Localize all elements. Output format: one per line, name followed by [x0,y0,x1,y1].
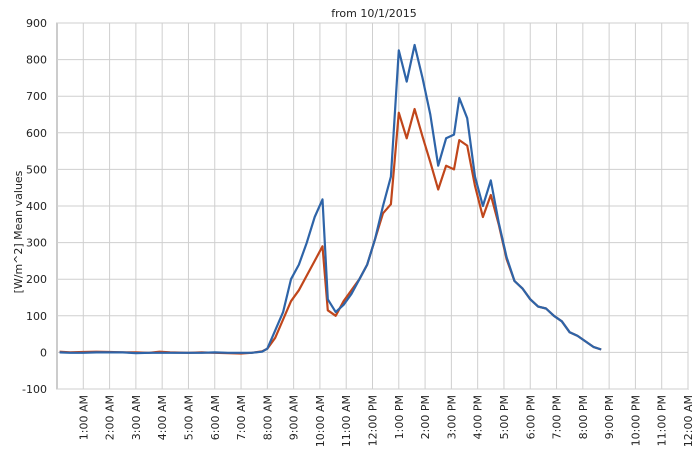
x-tick-label: 8:00 AM [261,395,274,440]
x-tick-label: 8:00 PM [577,395,590,439]
x-tick-label: 2:00 AM [104,395,117,440]
series-line-2 [59,43,602,355]
x-tick-label: 3:00 PM [445,395,458,439]
x-tick-label: 7:00 AM [235,395,248,440]
y-tick-label: 0 [40,346,47,359]
x-tick-label: 6:00 AM [209,395,222,440]
x-tick-label: 7:00 PM [551,395,564,439]
y-tick-label: 600 [26,127,47,140]
chart-title: from 10/1/2015 [331,7,417,20]
y-tick-label: -100 [22,383,47,396]
x-tick-label: 1:00 PM [393,395,406,439]
y-tick-label: 700 [26,90,47,103]
x-tick-label: 10:00 PM [629,395,642,446]
x-tick-label: 10:00 AM [314,395,327,447]
x-tick-label: 4:00 PM [472,395,485,439]
axis-layer: -100 0 100 200 300 400 500 600 700 800 900 1:00 AM 2… [22,17,692,447]
y-tick-label: 200 [26,273,47,286]
x-tick-label: 5:00 AM [182,395,195,440]
x-tick-label: 2:00 PM [419,395,432,439]
y-tick-label: 400 [26,200,47,213]
x-tick-label: 12:00 AM [682,395,692,447]
y-tick-label: 800 [26,54,47,67]
x-tick-label: 3:00 AM [130,395,143,440]
y-tick-label: 500 [26,163,47,176]
x-tick-label: 9:00 PM [603,395,616,439]
x-tick-label: 4:00 AM [156,395,169,440]
y-axis-label: [W/m^2] Mean values [12,170,25,293]
series-layer [59,43,602,355]
x-tick-label: 6:00 PM [524,395,537,439]
x-tick-label: 1:00 AM [77,395,90,440]
label-layer: from 10/1/2015 [W/m^2] Mean values [12,7,417,293]
x-tick-label: 5:00 PM [498,395,511,439]
y-tick-label: 100 [26,310,47,323]
grid-layer [56,22,689,390]
y-tick-label: 900 [26,17,47,30]
x-tick-label: 9:00 AM [288,395,301,440]
x-tick-label: 11:00 PM [656,395,669,446]
y-tick-label: 300 [26,237,47,250]
x-tick-label: 12:00 PM [367,395,380,446]
x-tick-label: 11:00 AM [340,395,353,447]
